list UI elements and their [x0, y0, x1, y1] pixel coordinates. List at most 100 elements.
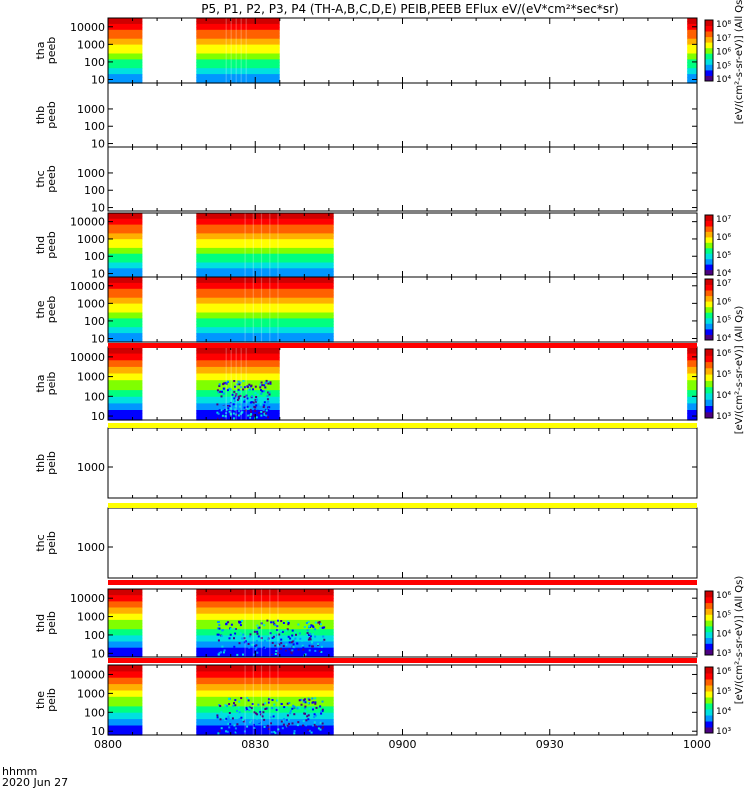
heatmap-cell: [216, 716, 219, 719]
heatmap-cell: [228, 637, 231, 640]
heatmap-cell: [270, 621, 272, 624]
heatmap-cell: [266, 395, 269, 397]
heatmap-cell: [248, 385, 250, 388]
heatmap-cell: [299, 712, 301, 715]
heatmap-cell: [687, 74, 697, 78]
heatmap-cell: [196, 262, 334, 266]
heatmap-cell: [302, 720, 305, 723]
heatmap-cell: [218, 385, 221, 387]
heatmap-cell: [244, 409, 247, 412]
heatmap-cell: [263, 412, 266, 415]
colorbar-cell: [705, 36, 713, 43]
heatmap-cell: [108, 350, 143, 355]
heatmap-cell: [196, 668, 334, 672]
heatmap-cell: [291, 634, 294, 637]
heatmap-cell: [263, 413, 266, 416]
heatmap-cell: [234, 628, 237, 630]
heatmap-cell: [256, 624, 259, 627]
colorbar-tick-label: 10⁵: [716, 370, 731, 380]
heatmap-cell: [252, 398, 255, 401]
heatmap-cell: [196, 674, 334, 679]
heatmap-cell: [196, 213, 334, 217]
panel-label-line: thb: [34, 106, 47, 124]
panel-label: thepeeb: [34, 296, 58, 324]
heatmap-cell: [218, 409, 221, 412]
heatmap-cell: [230, 403, 232, 406]
heatmap-cell: [303, 726, 306, 729]
colorbar-cell: [705, 703, 713, 710]
heatmap-cell: [248, 709, 251, 712]
heatmap-cell: [223, 408, 226, 411]
heatmap-cell: [256, 393, 259, 396]
heatmap-cell: [233, 724, 236, 727]
heatmap-cell: [196, 274, 334, 278]
heatmap-streak: [244, 277, 246, 342]
heatmap-cell: [238, 718, 241, 721]
heatmap-cell: [108, 300, 143, 305]
panel-label-line: peeb: [45, 165, 58, 193]
heatmap-cell: [271, 699, 274, 701]
panel-label: thcpeib: [34, 531, 58, 555]
heatmap-cell: [196, 719, 334, 723]
heatmap-cell: [108, 280, 143, 284]
heatmap-cell: [288, 641, 291, 644]
panel-label-line: peeb: [45, 101, 58, 129]
colorbar-cell: [705, 25, 713, 32]
panel-label-line: the: [34, 300, 47, 318]
heatmap-cell: [280, 703, 283, 705]
heatmap-cell: [274, 706, 277, 709]
heatmap-cell: [228, 712, 231, 714]
heatmap-cell: [247, 699, 250, 702]
heatmap-cell: [108, 629, 143, 633]
heatmap-cell: [196, 247, 334, 252]
heatmap-cell: [196, 336, 334, 340]
heatmap-cell: [231, 393, 234, 396]
colorbar-tick-label: 10³: [716, 649, 731, 659]
heatmap-cell: [264, 412, 267, 415]
heatmap-cell: [238, 711, 241, 714]
heatmap-cell: [239, 712, 242, 715]
heatmap-cell: [260, 622, 263, 625]
heatmap-cell: [687, 47, 697, 52]
heatmap-cell: [196, 227, 334, 231]
colorbar-cell: [705, 367, 713, 375]
heatmap-cell: [247, 416, 250, 419]
heatmap-cell: [276, 625, 279, 628]
heatmap-cell: [108, 671, 143, 676]
heatmap-cell: [687, 400, 697, 404]
heatmap-cell: [323, 638, 326, 641]
heatmap-cell: [245, 706, 248, 709]
heatmap-cell: [108, 653, 143, 658]
heatmap-cell: [196, 416, 280, 421]
heatmap-cell: [687, 65, 697, 69]
colorbar-cell: [705, 306, 713, 313]
heatmap-cell: [196, 315, 334, 319]
heatmap-cell: [108, 218, 143, 223]
y-tick-label: 10000: [70, 21, 105, 34]
heatmap-cell: [245, 406, 248, 408]
heatmap-cell: [317, 727, 320, 730]
heatmap-streak: [269, 213, 271, 277]
heatmap-cell: [308, 729, 311, 732]
heatmap-cell: [108, 722, 143, 727]
heatmap-cell: [108, 715, 143, 720]
heatmap-cell: [217, 639, 220, 642]
heatmap-cell: [255, 404, 258, 407]
heatmap-cell: [196, 363, 280, 368]
heatmap-cell: [687, 353, 697, 358]
heatmap-cell: [255, 644, 258, 647]
heatmap-cell: [220, 409, 223, 412]
heatmap-cell: [196, 619, 334, 624]
heatmap-cell: [286, 714, 289, 717]
heatmap-cell: [311, 714, 314, 717]
heatmap-cell: [291, 707, 294, 710]
colorbar-tick-label: 10⁴: [716, 75, 731, 85]
colorbar-frame: [704, 666, 714, 734]
heatmap-cell: [233, 627, 236, 630]
heatmap-cell: [239, 391, 242, 394]
y-tick-label: 100: [84, 56, 105, 69]
heatmap-cell: [108, 696, 143, 701]
heatmap-cell: [196, 50, 280, 55]
heatmap-cell: [297, 648, 300, 651]
heatmap-cell: [221, 414, 224, 417]
